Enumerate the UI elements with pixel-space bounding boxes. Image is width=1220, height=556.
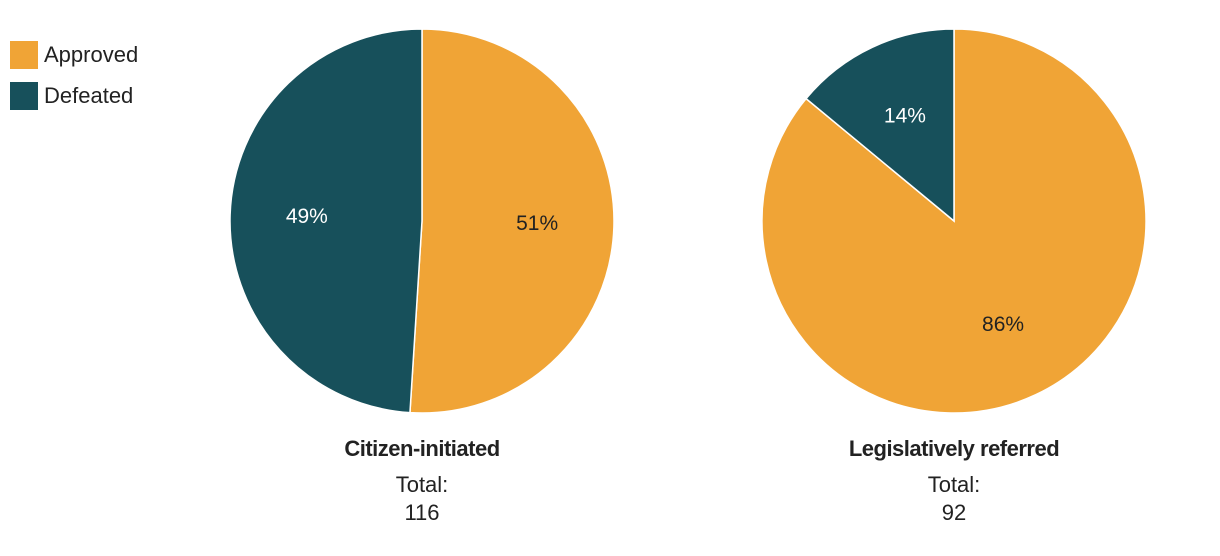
chart-title: Citizen-initiated [344,436,499,461]
legend-label-approved: Approved [44,42,139,67]
total-label: Total: [396,472,449,497]
legend-swatch-defeated [10,82,38,110]
total-value: 92 [942,500,966,525]
legend-label-defeated: Defeated [44,83,134,108]
pie-slice-defeated [805,28,955,223]
slice-label-approved: 86% [982,313,1024,336]
pie-chart-citizen-initiated: 51% 49% Citizen-initiated Total: 116 [229,28,615,525]
legend-swatch-approved [10,41,38,69]
slice-label-defeated: 49% [286,205,328,228]
slice-label-defeated: 14% [884,104,926,127]
legend-item-defeated: Defeated [10,81,138,111]
total-label: Total: [928,472,981,497]
legend-item-approved: Approved [10,40,138,70]
pie-slice-defeated [229,28,423,414]
chart-legend: Approved Defeated [10,40,138,122]
slice-label-approved: 51% [516,212,558,235]
pie-chart-legislatively-referred: 86% 14% Legislatively referred Total: 92 [761,28,1147,525]
pie-slice-approved [409,28,615,414]
chart-title: Legislatively referred [849,436,1059,461]
total-value: 116 [404,500,439,525]
